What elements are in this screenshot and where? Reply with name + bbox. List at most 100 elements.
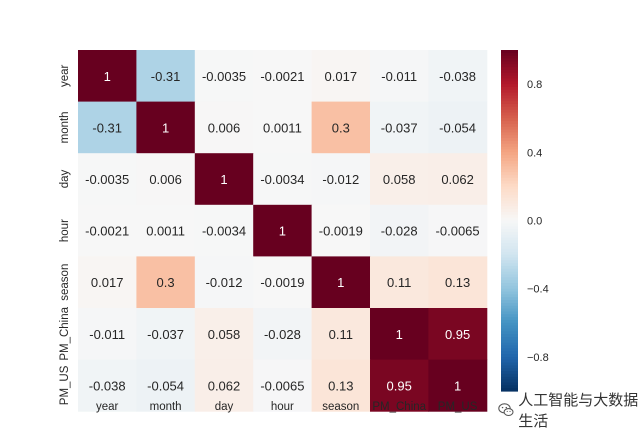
heatmap-cell-hour-month	[136, 204, 196, 257]
colorbar-segment	[501, 263, 518, 267]
cell-label-year-day: -0.0035	[202, 69, 246, 84]
colorbar-segment	[501, 348, 518, 352]
cell-label-month-day: 0.006	[208, 120, 241, 135]
colorbar-segment	[501, 115, 518, 119]
colorbar-segment	[501, 300, 518, 304]
colorbar-segment	[501, 359, 518, 364]
colorbar-segment	[501, 69, 518, 74]
heatmap-cell-hour-hour	[253, 204, 313, 257]
colorbar-segment	[501, 123, 518, 128]
heatmap-cell-year-year	[78, 50, 137, 103]
wechat-icon	[498, 403, 514, 417]
colorbar-tick-label: 0.8	[527, 79, 542, 91]
heatmap-cell-season-month	[136, 256, 196, 309]
colorbar-segment	[501, 354, 518, 358]
cell-label-PM_China-month: -0.037	[147, 327, 184, 342]
colorbar-segment	[501, 67, 518, 71]
colorbar-segment	[501, 112, 518, 116]
colorbar-segment	[501, 328, 518, 332]
cell-label-month-PM_US: -0.054	[439, 120, 476, 135]
y-axis-tick-labels: year month day hour season PM_China PM_US	[59, 64, 71, 405]
y-tick-label-season: season	[59, 264, 71, 301]
colorbar-segment	[501, 163, 518, 168]
heatmap-cell-season-year	[78, 256, 137, 309]
cell-label-season-PM_US: 0.13	[445, 275, 470, 290]
cell-label-season-year: 0.017	[91, 275, 124, 290]
cell-label-month-PM_China: -0.037	[381, 120, 418, 135]
colorbar-segment	[501, 135, 518, 139]
heatmap-cell-PM_China-PM_China	[370, 308, 429, 361]
x-axis-tick-labels: year month day hour season PM_China PM_US	[96, 401, 478, 413]
heatmap-cell-day-year	[78, 153, 137, 206]
colorbar-segment	[501, 126, 518, 131]
heatmap-cell-year-month	[136, 50, 196, 103]
colorbar-segment	[501, 146, 518, 151]
cell-label-PM_US-day: 0.062	[208, 378, 241, 393]
cell-label-month-hour: 0.0011	[263, 120, 302, 135]
colorbar-segment	[501, 75, 518, 80]
cell-label-year-year: 1	[104, 69, 111, 84]
colorbar-segment	[501, 157, 518, 162]
heatmap-cell-PM_China-season	[311, 308, 371, 361]
heatmap-cell-hour-year	[78, 204, 137, 257]
y-tick-label-hour: hour	[59, 219, 71, 242]
colorbar-segment	[501, 371, 518, 375]
colorbar-segment	[501, 334, 518, 338]
x-tick-label-year: year	[96, 401, 119, 413]
cell-label-PM_China-PM_China: 1	[396, 327, 403, 342]
colorbar-segment	[501, 240, 518, 244]
heatmap-cell-hour-season	[311, 204, 371, 257]
x-tick-label-month: month	[150, 401, 182, 413]
cell-label-PM_China-PM_US: 0.95	[445, 327, 470, 342]
heatmap-cell-day-day	[194, 153, 254, 206]
cell-label-hour-month: 0.0011	[146, 224, 185, 239]
cell-label-PM_China-season: 0.11	[329, 327, 353, 342]
colorbar-segment	[501, 143, 518, 148]
cell-label-year-hour: -0.0021	[260, 69, 304, 84]
heatmap-cell-PM_China-hour	[253, 308, 313, 361]
colorbar-segment	[501, 101, 518, 105]
heatmap-cell-day-month	[136, 153, 196, 206]
cell-label-year-season: 0.017	[325, 69, 358, 84]
colorbar-segment	[501, 64, 518, 68]
heatmap-cell-PM_US-PM_US	[428, 359, 488, 412]
colorbar-segment	[501, 155, 518, 159]
cell-label-hour-hour: 1	[279, 224, 286, 239]
colorbar-segment	[501, 385, 518, 389]
colorbar-segment	[501, 55, 518, 60]
heatmap-cell-PM_China-PM_US	[428, 308, 488, 361]
colorbar-segment	[501, 140, 518, 145]
colorbar: 0.8 0.4 0.0 −0.4 −0.8	[501, 50, 549, 392]
colorbar-segment	[501, 337, 518, 341]
colorbar-segment	[501, 206, 518, 210]
x-tick-label-PM_China: PM_China	[372, 401, 426, 413]
colorbar-segment	[501, 305, 518, 310]
colorbar-segment	[501, 172, 518, 176]
heatmap-cell-month-month	[136, 101, 196, 154]
x-tick-label-season: season	[322, 401, 359, 413]
colorbar-segment	[501, 260, 518, 264]
cell-label-season-month: 0.3	[157, 275, 175, 290]
colorbar-segment	[501, 50, 518, 54]
colorbar-segment	[501, 217, 518, 222]
heatmap-cell-hour-PM_China	[370, 204, 429, 257]
colorbar-segment	[501, 89, 518, 94]
colorbar-segment	[501, 283, 518, 287]
heatmap-cell-month-PM_US	[428, 101, 488, 154]
heatmap-cell-month-hour	[253, 101, 313, 154]
colorbar-segment	[501, 280, 518, 284]
colorbar-segment	[501, 132, 518, 136]
colorbar-segment	[501, 388, 518, 392]
colorbar-segment	[501, 180, 518, 185]
heatmap-cell-year-hour	[253, 50, 313, 103]
cell-label-season-PM_China: 0.11	[387, 275, 411, 290]
cell-label-hour-year: -0.0021	[85, 224, 129, 239]
cell-label-day-season: -0.012	[322, 172, 359, 187]
colorbar-segment	[501, 58, 518, 62]
colorbar-segment	[501, 200, 518, 205]
colorbar-segment	[501, 214, 518, 219]
heatmap-cell-labels: 1 -0.31 -0.0035 -0.0021 0.017 -0.011 -0.038 -0.…	[85, 69, 479, 394]
heatmap-cell-year-PM_China	[370, 50, 429, 103]
colorbar-segment	[501, 166, 518, 170]
colorbar-segment	[501, 72, 518, 77]
